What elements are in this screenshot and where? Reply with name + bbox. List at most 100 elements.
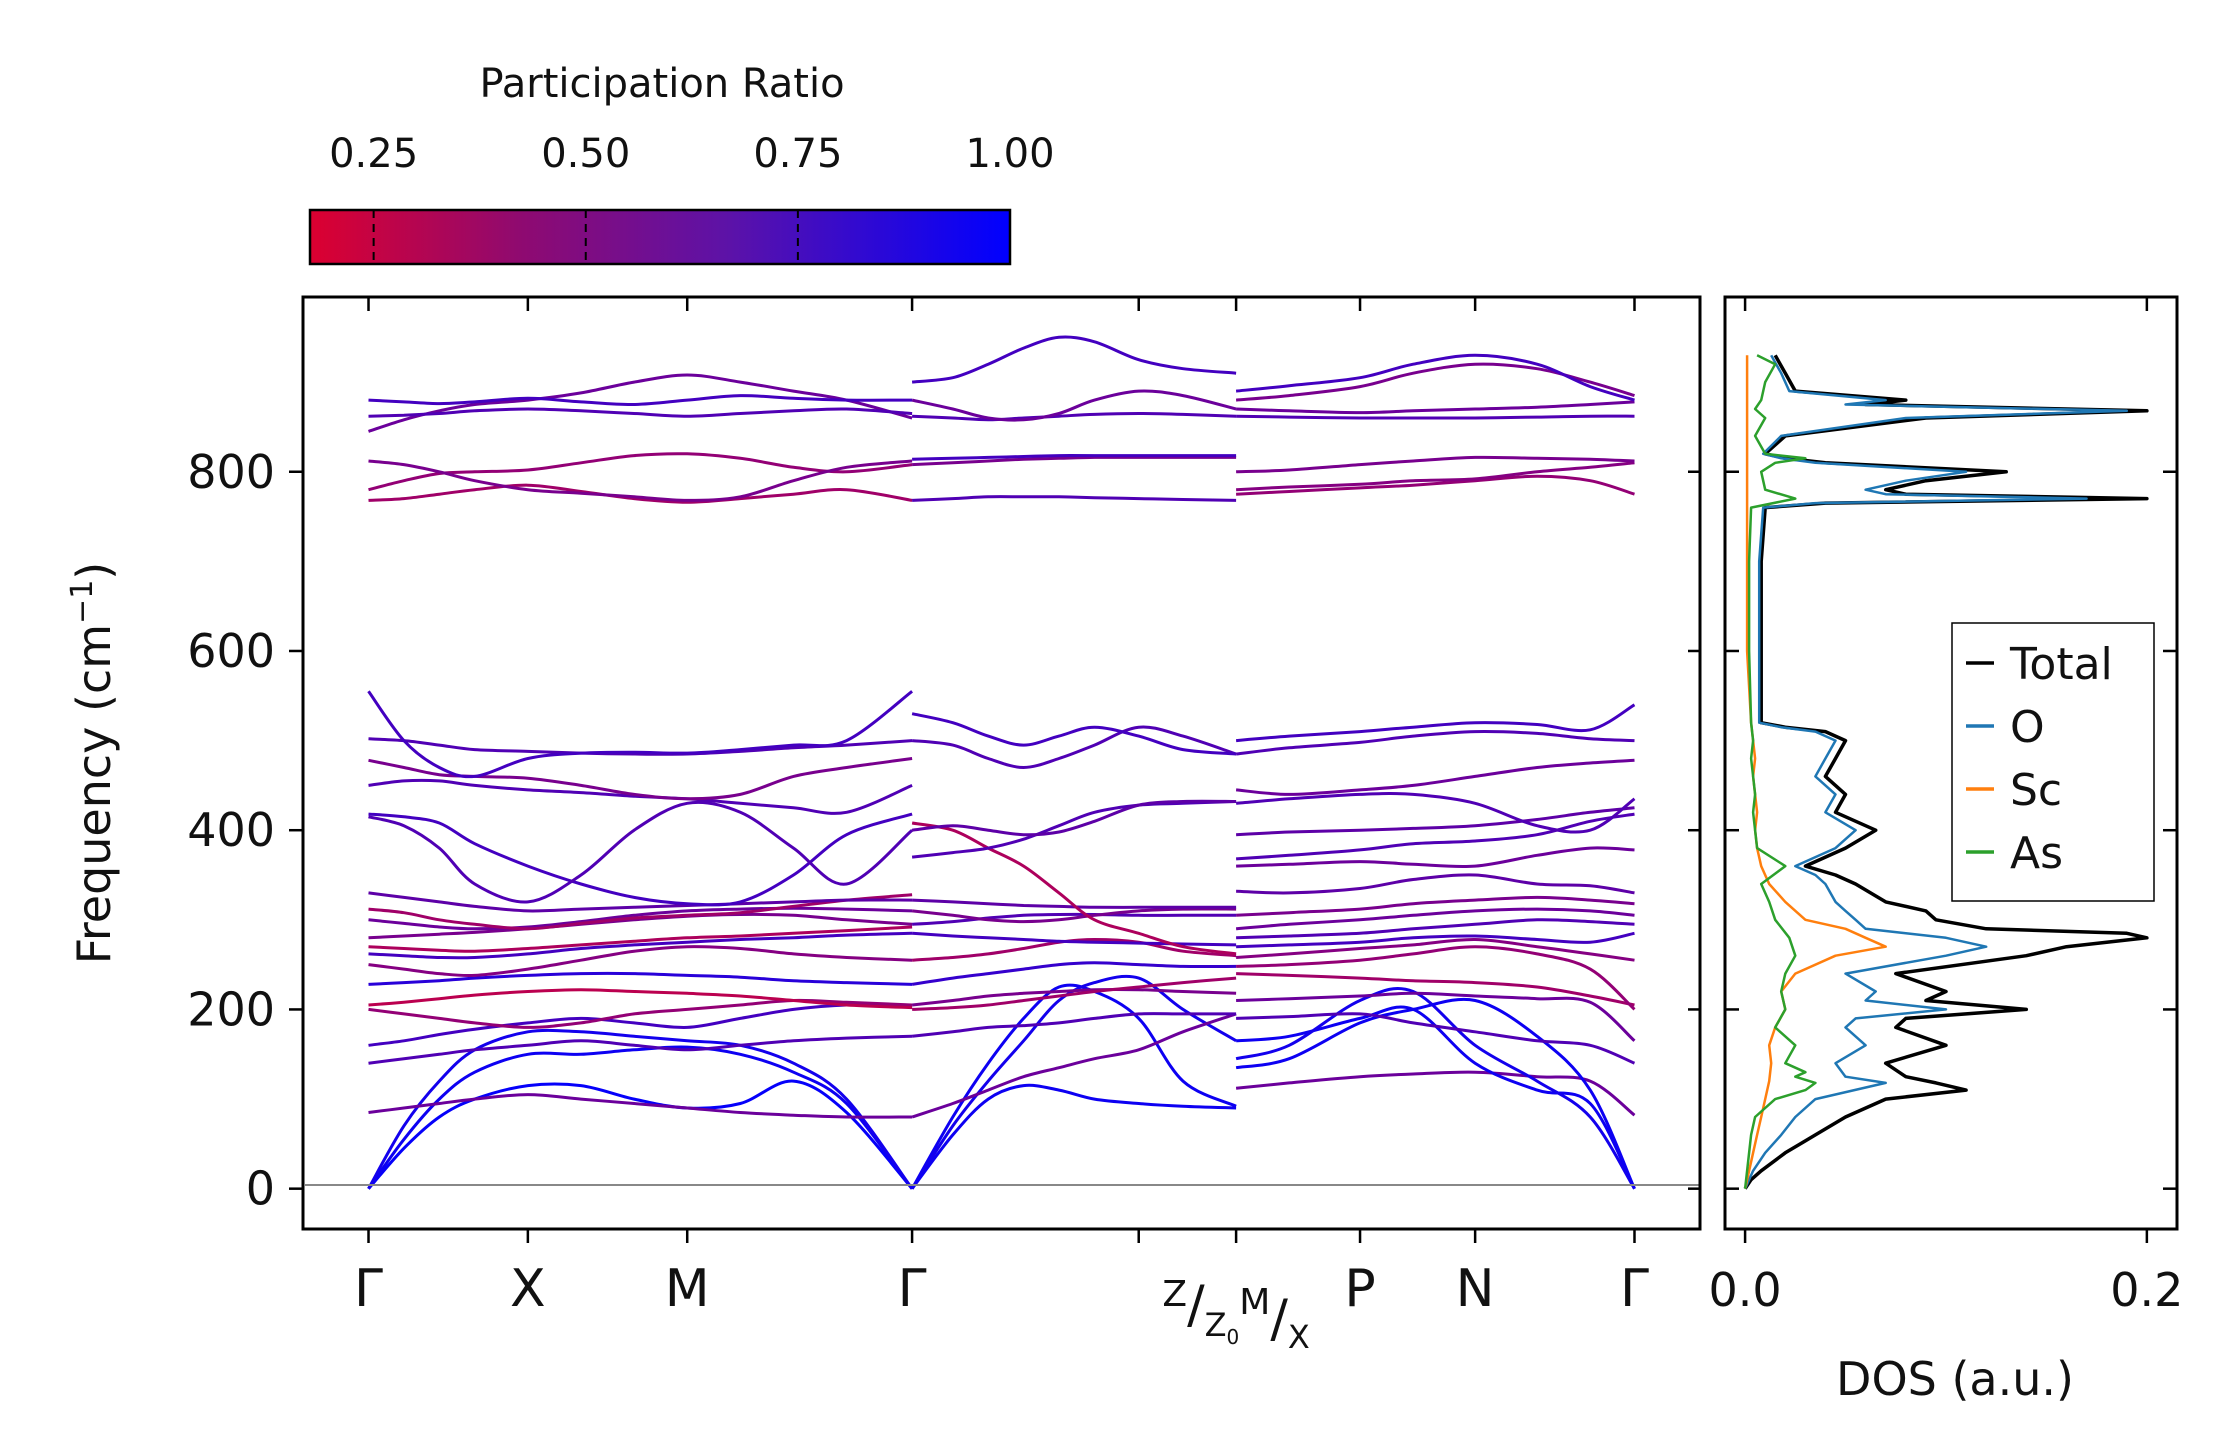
- phonon-band: [1236, 461, 1635, 492]
- phonon-band: [368, 925, 913, 953]
- colorbar: Participation Ratio 0.25 0.50 0.75 1.00: [308, 61, 1055, 266]
- k-label: X: [510, 1259, 546, 1319]
- y-tick-label: 400: [187, 803, 275, 857]
- dos-panel: 0.0 0.2 DOS (a.u.) Total O Sc As: [1709, 295, 2183, 1406]
- colorbar-tick-label: 0.25: [329, 131, 418, 177]
- phonon-band: [368, 757, 913, 801]
- dos-curves: [1743, 354, 2149, 1190]
- phonon-band: [368, 988, 913, 1010]
- dos-x-tick-label: 0.0: [1709, 1263, 1782, 1317]
- phonon-band: [368, 373, 913, 433]
- phonon-band: [912, 495, 1237, 502]
- phonon-band: [367, 1045, 914, 1190]
- colorbar-title: Participation Ratio: [479, 61, 844, 107]
- phonon-band: [910, 983, 1237, 1190]
- dos-axes: 0.0 0.2: [1709, 297, 2183, 1317]
- k-label: N: [1456, 1259, 1495, 1319]
- k-label: Z/Z0M/X: [1162, 1274, 1309, 1356]
- phonon-band: [1236, 414, 1635, 420]
- k-label: Γ: [1620, 1259, 1649, 1319]
- dos-x-tick-label: 0.2: [2110, 1263, 2183, 1317]
- band-structure-frame: [301, 295, 1702, 1231]
- phonon-band: [368, 778, 913, 815]
- phonon-band: [367, 1028, 914, 1190]
- phonon-band: [368, 945, 913, 978]
- phonon-band: [368, 971, 913, 986]
- phonon-band: [1235, 907, 1635, 931]
- y-tick-label: 800: [187, 445, 275, 499]
- phonon-band: [1235, 353, 1635, 402]
- phonon-band: [368, 459, 913, 502]
- phonon-band: [368, 906, 913, 931]
- phonon-band: [367, 1079, 914, 1190]
- phonon-band: [912, 912, 1237, 926]
- y-axis-title-main: Frequency (cm: [67, 624, 121, 964]
- phonon-band: [368, 1093, 913, 1119]
- phonon-band: [1235, 703, 1636, 743]
- phonon-band: [368, 407, 913, 418]
- band-structure-panel: 0 200 400 600 800 Γ X M Γ Z/Z0M/X P N Γ Frequency (…: [65, 295, 1702, 1356]
- phonon-band: [368, 452, 913, 492]
- phonon-band: [367, 690, 914, 779]
- phonon-band: [912, 454, 1237, 461]
- phonon-band: [1235, 812, 1635, 861]
- phonon-band: [1236, 873, 1635, 895]
- y-axis-title: Frequency (cm−1): [65, 562, 121, 965]
- legend-label-total: Total: [2009, 639, 2113, 690]
- k-label: Γ: [354, 1259, 383, 1319]
- phonon-band: [368, 912, 913, 940]
- colorbar-tick-label: 0.50: [541, 131, 630, 177]
- phonon-band: [1235, 758, 1635, 796]
- phonon-band: [912, 455, 1237, 467]
- phonon-band: [1236, 991, 1636, 1042]
- k-label: Γ: [898, 1259, 927, 1319]
- phonon-band: [910, 974, 1237, 1190]
- phonon-band: [910, 1083, 1237, 1190]
- k-label: P: [1344, 1259, 1375, 1319]
- phonon-band: [1236, 931, 1635, 949]
- phonon-band: [368, 800, 914, 904]
- k-label: M: [665, 1259, 710, 1319]
- phonon-band: [1235, 1070, 1636, 1117]
- y-axis-title-close: ): [67, 562, 121, 580]
- phonon-band: [1235, 362, 1635, 402]
- phonon-band: [368, 394, 913, 407]
- phonon-band: [911, 725, 1237, 770]
- phonon-band: [368, 931, 913, 960]
- y-axis-title-exponent: −1: [65, 580, 100, 624]
- phonon-band: [912, 898, 1237, 909]
- colorbar-tick-label: 0.75: [753, 131, 842, 177]
- phonon-band: [911, 961, 1237, 986]
- phonon-band: [1235, 730, 1635, 756]
- phonon-band: [912, 976, 1237, 1011]
- phonon-band: [368, 812, 913, 907]
- phonon-band: [1235, 1005, 1636, 1190]
- band-y-axis: 0 200 400 600 800: [187, 445, 1700, 1216]
- phonon-band: [1236, 806, 1635, 837]
- phonon-band: [1236, 474, 1635, 496]
- phonon-band: [911, 907, 1237, 924]
- colorbar-gradient: [308, 208, 1012, 266]
- phonon-band: [1236, 918, 1635, 940]
- phonon-band: [368, 1034, 913, 1065]
- colorbar-tick-label: 1.00: [965, 131, 1054, 177]
- phonon-band: [1236, 1012, 1636, 1065]
- legend-items: Total O Sc As: [1966, 639, 2113, 879]
- legend-label-o: O: [2010, 702, 2045, 753]
- dos-frame: [1723, 295, 2179, 1231]
- dos-curve-sc: [1743, 355, 1887, 1189]
- phonon-band: [1235, 987, 1636, 1190]
- phonon-band: [911, 1012, 1237, 1119]
- phonon-band: [911, 389, 1237, 422]
- phonon-band: [1235, 997, 1636, 1190]
- phonon-band: [1236, 455, 1635, 474]
- dos-legend: Total O Sc As: [1951, 622, 2155, 902]
- phonon-band: [1236, 945, 1636, 1011]
- phonon-band: [368, 891, 913, 913]
- phonon-band: [1235, 792, 1636, 834]
- phonon-band: [911, 712, 1237, 756]
- phonon-band: [911, 335, 1237, 384]
- phonon-bands: [367, 335, 1636, 1190]
- phonon-band: [911, 987, 1237, 1007]
